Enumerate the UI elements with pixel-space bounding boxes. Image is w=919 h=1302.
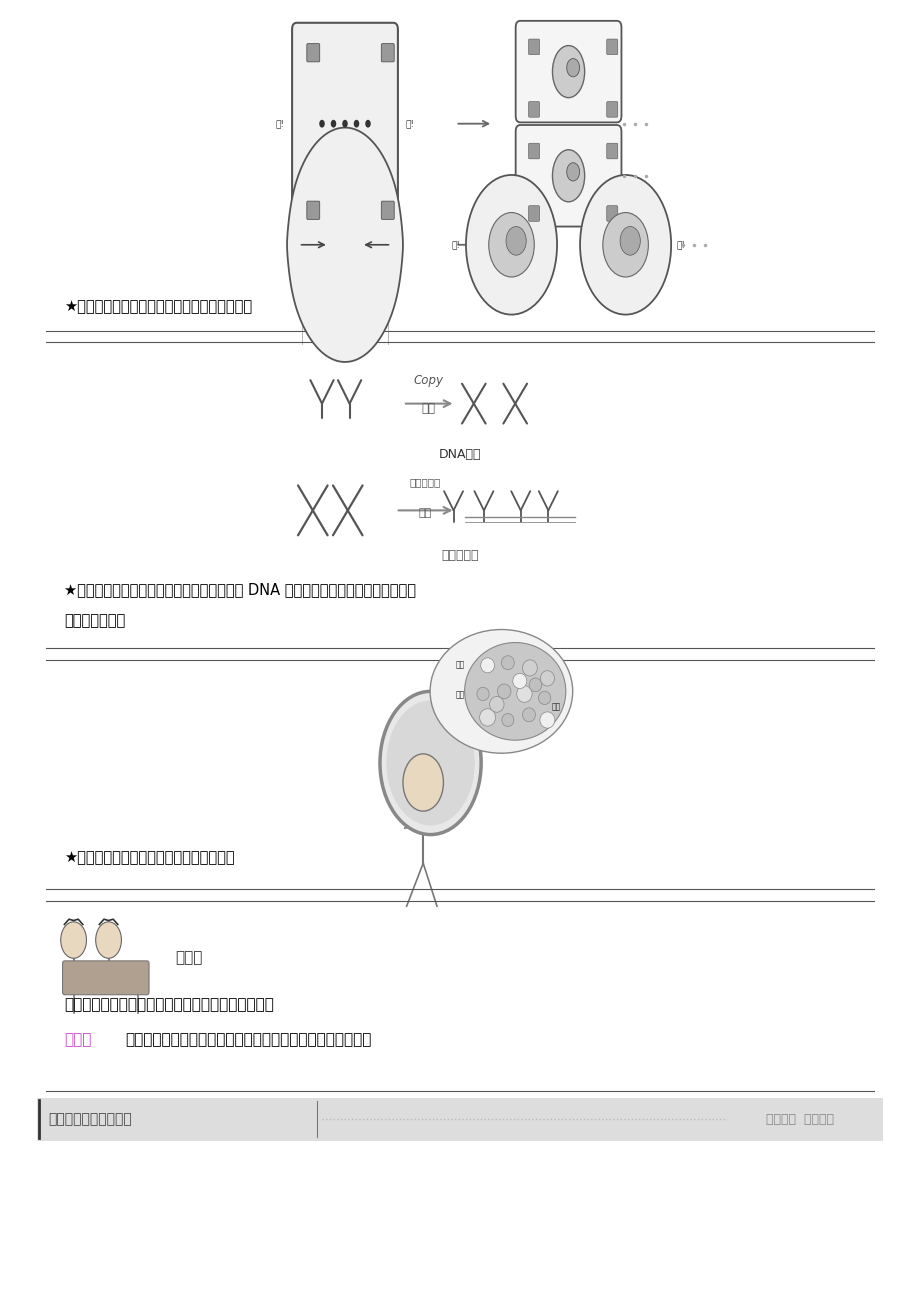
FancyBboxPatch shape bbox=[380, 201, 394, 219]
Circle shape bbox=[96, 922, 121, 958]
Ellipse shape bbox=[476, 687, 489, 700]
FancyBboxPatch shape bbox=[380, 43, 394, 61]
Ellipse shape bbox=[551, 46, 584, 98]
FancyBboxPatch shape bbox=[37, 1098, 882, 1141]
FancyBboxPatch shape bbox=[516, 21, 621, 122]
FancyBboxPatch shape bbox=[307, 201, 320, 219]
Circle shape bbox=[386, 700, 474, 825]
FancyBboxPatch shape bbox=[528, 39, 539, 55]
Circle shape bbox=[380, 691, 481, 835]
Ellipse shape bbox=[516, 686, 531, 702]
Ellipse shape bbox=[331, 120, 336, 128]
Ellipse shape bbox=[551, 150, 584, 202]
Ellipse shape bbox=[342, 120, 347, 128]
Circle shape bbox=[403, 754, 443, 811]
FancyBboxPatch shape bbox=[528, 143, 539, 159]
Ellipse shape bbox=[539, 671, 554, 686]
Text: 师生互动  共同探究: 师生互动 共同探究 bbox=[766, 1113, 834, 1125]
Ellipse shape bbox=[464, 642, 565, 740]
Ellipse shape bbox=[602, 212, 648, 277]
Ellipse shape bbox=[353, 120, 359, 128]
Text: 提示：: 提示： bbox=[64, 1032, 92, 1048]
Ellipse shape bbox=[501, 656, 514, 669]
FancyBboxPatch shape bbox=[607, 143, 618, 159]
Ellipse shape bbox=[522, 708, 535, 721]
Ellipse shape bbox=[539, 712, 554, 728]
Ellipse shape bbox=[430, 629, 572, 753]
Ellipse shape bbox=[497, 684, 510, 699]
Ellipse shape bbox=[538, 691, 550, 704]
Ellipse shape bbox=[528, 678, 541, 691]
Text: 想一想: 想一想 bbox=[175, 950, 202, 966]
Ellipse shape bbox=[319, 120, 324, 128]
Text: 处于分裂间期的细胞最多，因为在细胞周期中，间期时间最長: 处于分裂间期的细胞最多，因为在细胞周期中，间期时间最長 bbox=[125, 1032, 371, 1048]
Text: ★各转折点对应图像，间期染色体的复制使得 DNA 数目加倍；后期着丝点的分裂使得: ★各转折点对应图像，间期染色体的复制使得 DNA 数目加倍；后期着丝点的分裂使得 bbox=[64, 582, 416, 598]
Text: 中期: 中期 bbox=[455, 661, 464, 669]
Text: Copy: Copy bbox=[414, 374, 443, 387]
Text: ★植物细胞和动物细胞有丝分裂末期的分裂方式: ★植物细胞和动物细胞有丝分裂末期的分裂方式 bbox=[64, 299, 252, 315]
Text: 后期: 后期 bbox=[418, 508, 431, 518]
Ellipse shape bbox=[522, 660, 537, 676]
Text: 挤!: 挤! bbox=[451, 241, 460, 249]
Text: 着丝点分裂: 着丝点分裂 bbox=[409, 477, 440, 487]
Text: DNA加倍: DNA加倍 bbox=[438, 448, 481, 461]
Text: 染色体数目加倍: 染色体数目加倍 bbox=[64, 613, 126, 629]
Text: 拉!: 拉! bbox=[405, 120, 414, 128]
Text: 间期: 间期 bbox=[551, 703, 561, 711]
Ellipse shape bbox=[580, 174, 671, 315]
FancyBboxPatch shape bbox=[607, 102, 618, 117]
Ellipse shape bbox=[488, 212, 534, 277]
Ellipse shape bbox=[512, 673, 527, 689]
Ellipse shape bbox=[489, 697, 504, 712]
Ellipse shape bbox=[365, 120, 370, 128]
Ellipse shape bbox=[501, 713, 514, 727]
Ellipse shape bbox=[505, 227, 526, 255]
FancyBboxPatch shape bbox=[528, 102, 539, 117]
Ellipse shape bbox=[479, 708, 495, 727]
Text: 拉!: 拉! bbox=[276, 120, 284, 128]
FancyBboxPatch shape bbox=[528, 206, 539, 221]
Ellipse shape bbox=[566, 59, 579, 77]
Ellipse shape bbox=[481, 658, 494, 673]
FancyBboxPatch shape bbox=[607, 206, 618, 221]
Ellipse shape bbox=[619, 227, 640, 255]
Text: 观察图片视野中处于哪个时期的细胞最多？为什么？: 观察图片视野中处于哪个时期的细胞最多？为什么？ bbox=[64, 997, 274, 1013]
Polygon shape bbox=[287, 128, 403, 362]
Ellipse shape bbox=[466, 174, 557, 315]
Circle shape bbox=[61, 922, 86, 958]
Text: 染色体加倍: 染色体加倍 bbox=[441, 549, 478, 562]
FancyBboxPatch shape bbox=[516, 125, 621, 227]
Text: 挤!: 挤! bbox=[676, 241, 685, 249]
FancyBboxPatch shape bbox=[62, 961, 149, 995]
Ellipse shape bbox=[566, 163, 579, 181]
Text: ｜研教材｜互动探究｜: ｜研教材｜互动探究｜ bbox=[48, 1112, 131, 1126]
Text: 前期: 前期 bbox=[455, 691, 464, 699]
FancyBboxPatch shape bbox=[307, 43, 320, 61]
Text: ★染色时间不能过长，一片紫色，无法观察: ★染色时间不能过长，一片紫色，无法观察 bbox=[64, 850, 234, 866]
FancyBboxPatch shape bbox=[607, 39, 618, 55]
FancyBboxPatch shape bbox=[292, 23, 397, 224]
Text: 间期: 间期 bbox=[421, 402, 436, 415]
